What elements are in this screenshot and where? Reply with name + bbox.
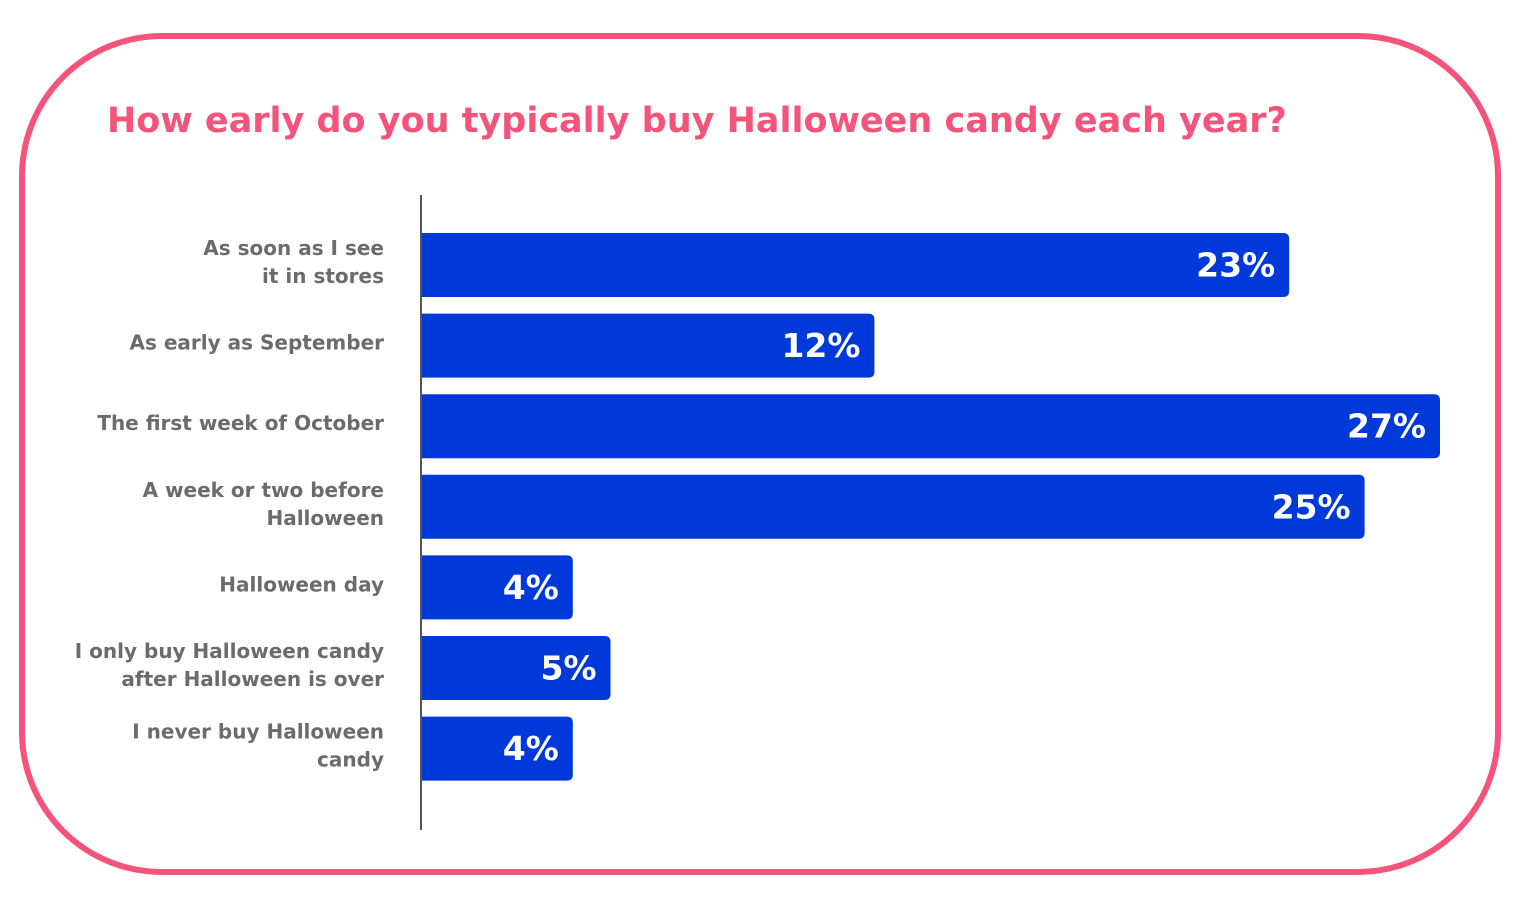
category-label: As soon as I see it in stores [203, 236, 384, 288]
bar [422, 474, 1365, 539]
value-label: 27% [1347, 407, 1426, 446]
value-label: 5% [540, 649, 596, 688]
value-label: 4% [503, 568, 559, 607]
bar [422, 716, 573, 781]
value-label: 12% [781, 326, 860, 365]
bar [422, 233, 1290, 297]
bar [422, 394, 1440, 459]
bar [422, 636, 611, 700]
value-label: 4% [503, 729, 559, 768]
category-label: I never buy Halloween candy [132, 719, 384, 771]
category-label: Halloween day [219, 572, 384, 596]
category-label: I only buy Halloween candy after Hallowee… [75, 639, 384, 691]
chart-title: How early do you typically buy Halloween… [107, 101, 1287, 141]
bar [422, 555, 573, 620]
category-label: A week or two before Halloween [143, 477, 384, 529]
category-label: The first week of October [97, 411, 384, 435]
value-label: 25% [1272, 487, 1351, 526]
value-label: 23% [1196, 246, 1275, 285]
category-label: As early as September [130, 330, 385, 354]
bar [422, 313, 875, 378]
